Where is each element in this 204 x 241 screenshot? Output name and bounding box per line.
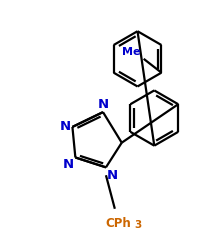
Text: CPh: CPh xyxy=(104,217,130,230)
Text: N: N xyxy=(59,120,70,134)
Text: N: N xyxy=(106,169,118,182)
Text: 3: 3 xyxy=(134,220,141,230)
Text: Me: Me xyxy=(122,47,140,57)
Text: N: N xyxy=(62,159,73,172)
Text: N: N xyxy=(97,98,108,111)
